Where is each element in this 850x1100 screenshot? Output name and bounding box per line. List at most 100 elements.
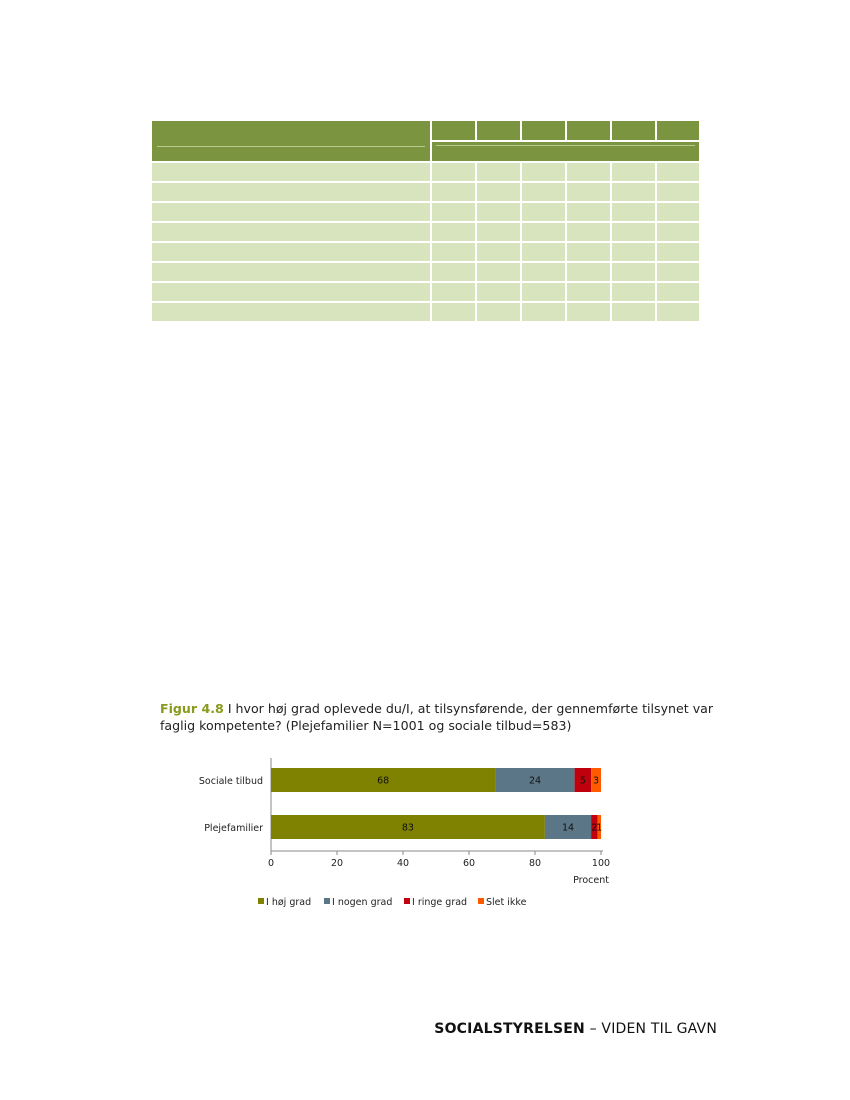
legend-swatch bbox=[478, 898, 484, 904]
table-cell bbox=[432, 263, 475, 281]
table-cell bbox=[567, 203, 610, 221]
table-cell bbox=[612, 243, 655, 261]
table-cell bbox=[432, 223, 475, 241]
table-cell bbox=[477, 163, 520, 181]
table-cell bbox=[612, 203, 655, 221]
table-cell bbox=[657, 163, 699, 181]
figure-caption-text: I hvor høj grad oplevede du/I, at tilsyn… bbox=[160, 701, 714, 733]
legend-swatch bbox=[258, 898, 264, 904]
table-header-cell bbox=[522, 121, 565, 140]
table-cell bbox=[612, 263, 655, 281]
category-label: Plejefamilier bbox=[204, 823, 263, 834]
table-header-rule bbox=[157, 146, 425, 147]
table-cell bbox=[567, 183, 610, 201]
page-footer: SOCIALSTYRELSEN – VIDEN TIL GAVN bbox=[434, 1021, 717, 1037]
bar-segment bbox=[591, 815, 598, 839]
data-label: 68 bbox=[377, 776, 389, 787]
data-label: 2 bbox=[591, 823, 597, 834]
table-cell bbox=[522, 283, 565, 301]
table-cell bbox=[477, 183, 520, 201]
category-label: Sociale tilbud bbox=[199, 776, 263, 787]
table-header-cell bbox=[657, 121, 699, 140]
table-cell bbox=[477, 223, 520, 241]
bar-segment bbox=[271, 815, 545, 839]
footer-tagline: – VIDEN TIL GAVN bbox=[584, 1021, 717, 1037]
table-cell bbox=[522, 263, 565, 281]
table-cell bbox=[657, 203, 699, 221]
table-cell bbox=[522, 163, 565, 181]
legend-label: I ringe grad bbox=[412, 897, 467, 908]
table-cell bbox=[152, 183, 430, 201]
table-cell bbox=[477, 303, 520, 321]
figure-caption: Figur 4.8 I hvor høj grad oplevede du/I,… bbox=[160, 700, 720, 734]
table-cell bbox=[657, 303, 699, 321]
table-cell bbox=[567, 163, 610, 181]
legend-label: I nogen grad bbox=[332, 897, 392, 908]
table-cell bbox=[657, 183, 699, 201]
table-cell bbox=[432, 303, 475, 321]
legend-label: I høj grad bbox=[266, 897, 311, 908]
table-cell bbox=[567, 243, 610, 261]
footer-brand: SOCIALSTYRELSEN bbox=[434, 1021, 585, 1037]
x-tick-label: 20 bbox=[331, 858, 343, 869]
x-tick-label: 80 bbox=[529, 858, 541, 869]
bar-segment bbox=[544, 815, 592, 839]
table-cell bbox=[612, 183, 655, 201]
data-label: 83 bbox=[402, 823, 414, 834]
table-cell bbox=[567, 263, 610, 281]
empty-table bbox=[152, 121, 699, 323]
data-label: 3 bbox=[593, 776, 599, 787]
legend-label: Slet ikke bbox=[486, 897, 527, 908]
table-cell bbox=[657, 223, 699, 241]
table-header-cell bbox=[612, 121, 655, 140]
table-cell bbox=[432, 203, 475, 221]
table-cell bbox=[657, 283, 699, 301]
table-cell bbox=[522, 243, 565, 261]
table-cell bbox=[567, 303, 610, 321]
table-cell bbox=[612, 223, 655, 241]
table-cell bbox=[432, 183, 475, 201]
table-header-cell bbox=[432, 121, 475, 140]
table-cell bbox=[522, 303, 565, 321]
table-cell bbox=[152, 303, 430, 321]
table-cell bbox=[477, 243, 520, 261]
table-cell bbox=[152, 243, 430, 261]
table-cell bbox=[522, 183, 565, 201]
table-cell bbox=[477, 203, 520, 221]
table-cell bbox=[152, 223, 430, 241]
table-cell bbox=[152, 283, 430, 301]
table-cell bbox=[657, 243, 699, 261]
x-tick-label: 100 bbox=[592, 858, 610, 869]
table-cell bbox=[612, 303, 655, 321]
bar-segment bbox=[495, 768, 575, 792]
figure-label: Figur 4.8 bbox=[160, 701, 224, 716]
legend-swatch bbox=[404, 898, 410, 904]
table-cell bbox=[657, 263, 699, 281]
x-tick-label: 0 bbox=[268, 858, 274, 869]
data-label: 24 bbox=[529, 776, 541, 787]
x-axis-label: Procent bbox=[573, 875, 609, 886]
bar-segment bbox=[591, 768, 601, 792]
table-cell bbox=[152, 203, 430, 221]
bar-segment bbox=[574, 768, 592, 792]
table-header-cell bbox=[477, 121, 520, 140]
bar-segment bbox=[271, 768, 496, 792]
table-cell bbox=[152, 263, 430, 281]
table-cell bbox=[522, 223, 565, 241]
bar-segment bbox=[597, 815, 601, 839]
table-cell bbox=[612, 283, 655, 301]
table-cell bbox=[432, 283, 475, 301]
table-cell bbox=[567, 283, 610, 301]
table-header-cell bbox=[567, 121, 610, 140]
table-cell bbox=[522, 203, 565, 221]
table-header-span bbox=[432, 142, 699, 161]
legend-swatch bbox=[324, 898, 330, 904]
data-label: 14 bbox=[562, 823, 574, 834]
table-cell bbox=[432, 243, 475, 261]
table-cell bbox=[152, 163, 430, 181]
table-cell bbox=[432, 163, 475, 181]
table-cell bbox=[612, 163, 655, 181]
data-label: 1 bbox=[596, 823, 602, 834]
table-header-first bbox=[152, 121, 430, 161]
